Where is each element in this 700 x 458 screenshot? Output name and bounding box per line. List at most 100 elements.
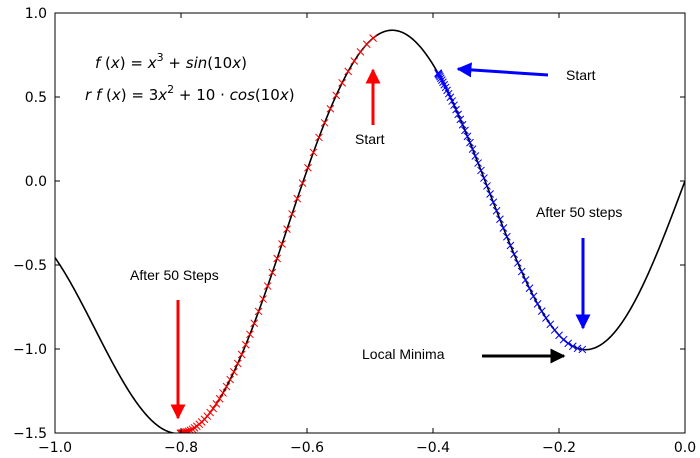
step-marker xyxy=(233,359,242,368)
step-marker xyxy=(525,284,534,293)
step-marker xyxy=(486,190,494,198)
formula-df-f: f xyxy=(96,86,104,104)
step-marker xyxy=(293,194,302,203)
step-marker xyxy=(237,350,246,359)
descent-from-right-markers xyxy=(434,69,587,354)
formula-df-plus: + 10 · xyxy=(174,86,230,104)
step-marker xyxy=(452,105,460,114)
formula-f-exp: 3 xyxy=(157,51,164,64)
step-marker xyxy=(564,339,573,348)
x-tick-label: −0.2 xyxy=(542,440,576,456)
step-marker xyxy=(537,307,546,315)
formula-df-nabla: r xyxy=(85,86,96,104)
blue-start-label: Start xyxy=(566,67,596,83)
step-marker xyxy=(283,225,291,233)
x-tick-label: −1.0 xyxy=(38,440,72,456)
step-marker xyxy=(304,163,312,172)
formula-df-coef: 3 xyxy=(149,86,159,104)
step-marker xyxy=(268,268,277,277)
step-marker xyxy=(529,292,538,301)
y-tick-label: 0.0 xyxy=(25,174,47,190)
step-marker xyxy=(338,79,346,87)
step-marker xyxy=(362,40,371,49)
step-marker xyxy=(568,342,577,351)
red-after-label: After 50 Steps xyxy=(130,267,219,283)
step-marker xyxy=(542,314,550,322)
step-marker xyxy=(278,240,286,248)
red-start-label: Start xyxy=(355,131,385,147)
formula-f-arg-x: x xyxy=(231,54,241,72)
step-marker xyxy=(222,382,231,391)
blue-after-label: After 50 steps xyxy=(536,204,622,220)
step-marker xyxy=(450,101,458,110)
step-marker xyxy=(188,425,197,433)
step-marker xyxy=(521,276,530,284)
formula-df-rparen: ) xyxy=(289,86,295,104)
step-marker xyxy=(480,174,488,182)
step-marker xyxy=(456,115,465,124)
step-marker xyxy=(477,166,485,175)
y-tick-label: 0.5 xyxy=(25,90,47,106)
local-minima-label: Local Minima xyxy=(362,346,445,362)
step-marker xyxy=(298,179,307,187)
step-marker xyxy=(499,224,508,232)
formula-df-lparen: ( xyxy=(101,86,112,104)
step-marker xyxy=(332,91,341,100)
step-marker xyxy=(436,72,444,81)
formula-f-sin: sin xyxy=(186,54,208,72)
step-marker xyxy=(573,344,582,353)
formula-f-lparen: ( xyxy=(100,54,111,72)
step-marker xyxy=(226,375,235,384)
plot-area xyxy=(55,29,685,433)
step-marker xyxy=(241,340,250,349)
step-marker xyxy=(503,232,511,241)
step-marker xyxy=(496,215,504,224)
x-tick-label: −0.4 xyxy=(416,440,450,456)
formula-derivative: r f (x) = 3x2 + 10 · cos(10x) xyxy=(85,83,295,104)
y-tick-label: 1.0 xyxy=(25,6,47,22)
step-marker xyxy=(344,67,353,76)
formula-df-eq: ) = xyxy=(121,86,149,104)
formula-f-plus: + xyxy=(164,54,186,72)
step-marker xyxy=(533,300,542,308)
step-marker xyxy=(215,394,224,403)
step-marker xyxy=(461,126,469,135)
formula-f-name: f xyxy=(95,54,103,72)
step-marker xyxy=(446,93,455,102)
formula-df-x: x xyxy=(157,86,167,104)
step-marker xyxy=(356,48,365,56)
step-marker xyxy=(448,97,457,105)
step-marker xyxy=(559,335,568,344)
y-axis-ticks: 1.0 0.5 0.0 −0.5 −1.0 −1.5 xyxy=(13,6,685,442)
step-marker xyxy=(219,389,227,397)
step-marker xyxy=(326,104,335,113)
step-marker xyxy=(369,34,378,42)
formula-f-rparen: ) xyxy=(241,54,247,72)
x-tick-label: 0.0 xyxy=(674,440,696,456)
step-marker xyxy=(259,295,267,303)
step-marker xyxy=(463,132,472,141)
step-marker xyxy=(458,120,467,129)
step-marker xyxy=(489,198,498,207)
step-marker xyxy=(254,307,263,316)
formula-f-arg: (10 xyxy=(207,54,232,72)
formula-f-x: x xyxy=(147,54,157,72)
x-axis-ticks: −1.0 −0.8 −0.6 −0.4 −0.2 0.0 xyxy=(38,13,696,456)
step-marker xyxy=(439,78,447,87)
step-marker xyxy=(483,182,491,190)
formula-df-arg-x: x xyxy=(279,86,289,104)
step-marker xyxy=(517,267,526,276)
step-marker xyxy=(471,152,480,160)
step-marker xyxy=(578,345,587,354)
step-marker xyxy=(230,368,238,376)
step-marker xyxy=(492,206,501,215)
step-marker xyxy=(468,145,477,153)
step-marker xyxy=(315,133,323,142)
step-marker xyxy=(209,404,218,413)
step-marker xyxy=(437,76,446,84)
step-marker xyxy=(273,254,281,263)
formula-f: f (x) = x3 + sin(10x) xyxy=(95,51,247,72)
y-tick-label: −1.5 xyxy=(13,426,47,442)
step-marker xyxy=(212,400,221,408)
